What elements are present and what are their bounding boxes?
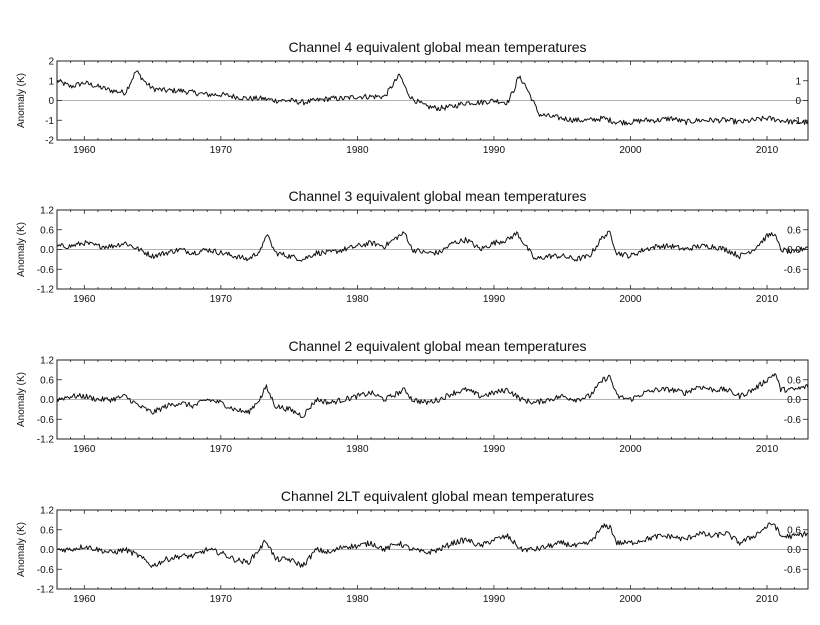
y-tick-label: 0.6 (40, 375, 54, 386)
x-tick-label: 1960 (73, 145, 96, 156)
y-tick-label: -1.2 (37, 285, 55, 296)
chart-channel-3: Channel 3 equivalent global mean tempera… (16, 188, 809, 305)
x-tick-label: 1980 (346, 444, 369, 455)
y-axis-label: Anomaly (K) (16, 73, 27, 128)
y-tick-label: -1 (45, 116, 54, 127)
y-tick-label: 1 (48, 76, 54, 87)
x-tick-label: 1960 (73, 444, 96, 455)
x-tick-label: 2010 (756, 294, 779, 305)
x-tick-label: 1960 (73, 294, 96, 305)
chart-channel-2: Channel 2 equivalent global mean tempera… (16, 338, 809, 455)
x-tick-label: 2000 (619, 294, 642, 305)
y-tick-label-right: -1 (792, 116, 801, 127)
x-tick-label: 1990 (483, 594, 506, 605)
y-tick-label-right: 0.6 (787, 375, 801, 386)
y-tick-label-right: 1 (795, 76, 801, 87)
y-tick-label: 0.0 (40, 245, 54, 256)
y-tick-label: -0.6 (37, 265, 55, 276)
x-tick-label: 2010 (756, 145, 779, 156)
y-axis-label: Anomaly (K) (16, 372, 27, 427)
x-tick-label: 1960 (73, 594, 96, 605)
y-axis-label: Anomaly (K) (16, 522, 27, 577)
x-tick-label: 2010 (756, 594, 779, 605)
y-tick-label: 0.6 (40, 525, 54, 536)
y-tick-label: 1.2 (40, 206, 54, 217)
x-tick-label: 1970 (210, 594, 233, 605)
y-tick-label-right: 0.0 (787, 245, 801, 256)
y-tick-label-right: 0.0 (787, 395, 801, 406)
chart-title: Channel 3 equivalent global mean tempera… (288, 188, 586, 204)
y-tick-label: -2 (45, 136, 54, 147)
y-tick-label: -0.6 (37, 565, 55, 576)
series-line (56, 70, 809, 126)
y-tick-label-right: 0 (795, 96, 801, 107)
y-tick-label: 2 (48, 57, 54, 68)
x-tick-label: 1970 (210, 145, 233, 156)
y-tick-label-right: 0.6 (787, 225, 801, 236)
y-tick-label-right: 0.0 (787, 545, 801, 556)
y-tick-label: 0.6 (40, 225, 54, 236)
y-tick-label: 1.2 (40, 506, 54, 517)
chart-channel-4: Channel 4 equivalent global mean tempera… (16, 39, 809, 156)
y-tick-label: 0.0 (40, 545, 54, 556)
x-tick-label: 1980 (346, 145, 369, 156)
chart-title: Channel 2LT equivalent global mean tempe… (281, 488, 594, 504)
chart-title: Channel 4 equivalent global mean tempera… (288, 39, 586, 55)
y-tick-label: -1.2 (37, 435, 55, 446)
series-line (56, 373, 809, 419)
x-tick-label: 1990 (483, 294, 506, 305)
chart-title: Channel 2 equivalent global mean tempera… (288, 338, 586, 354)
y-tick-label-right: 0.6 (787, 525, 801, 536)
x-tick-label: 2010 (756, 444, 779, 455)
y-axis-label: Anomaly (K) (16, 222, 27, 277)
x-tick-label: 1990 (483, 145, 506, 156)
y-tick-label: -1.2 (37, 585, 55, 596)
y-tick-label: 1.2 (40, 356, 54, 367)
x-tick-label: 1980 (346, 294, 369, 305)
x-tick-label: 1990 (483, 444, 506, 455)
y-tick-label: 0 (48, 96, 54, 107)
y-tick-label-right: -0.6 (784, 265, 802, 276)
x-tick-label: 1970 (210, 294, 233, 305)
y-tick-label: -0.6 (37, 415, 55, 426)
series-line (56, 230, 809, 262)
x-tick-label: 1980 (346, 594, 369, 605)
y-tick-label-right: -0.6 (784, 415, 802, 426)
x-tick-label: 1970 (210, 444, 233, 455)
x-tick-label: 2000 (619, 594, 642, 605)
series-line (57, 522, 809, 568)
chart-channel-2lt: Channel 2LT equivalent global mean tempe… (16, 488, 809, 605)
x-tick-label: 2000 (619, 145, 642, 156)
y-tick-label-right: -0.6 (784, 565, 802, 576)
x-tick-label: 2000 (619, 444, 642, 455)
y-tick-label: 0.0 (40, 395, 54, 406)
